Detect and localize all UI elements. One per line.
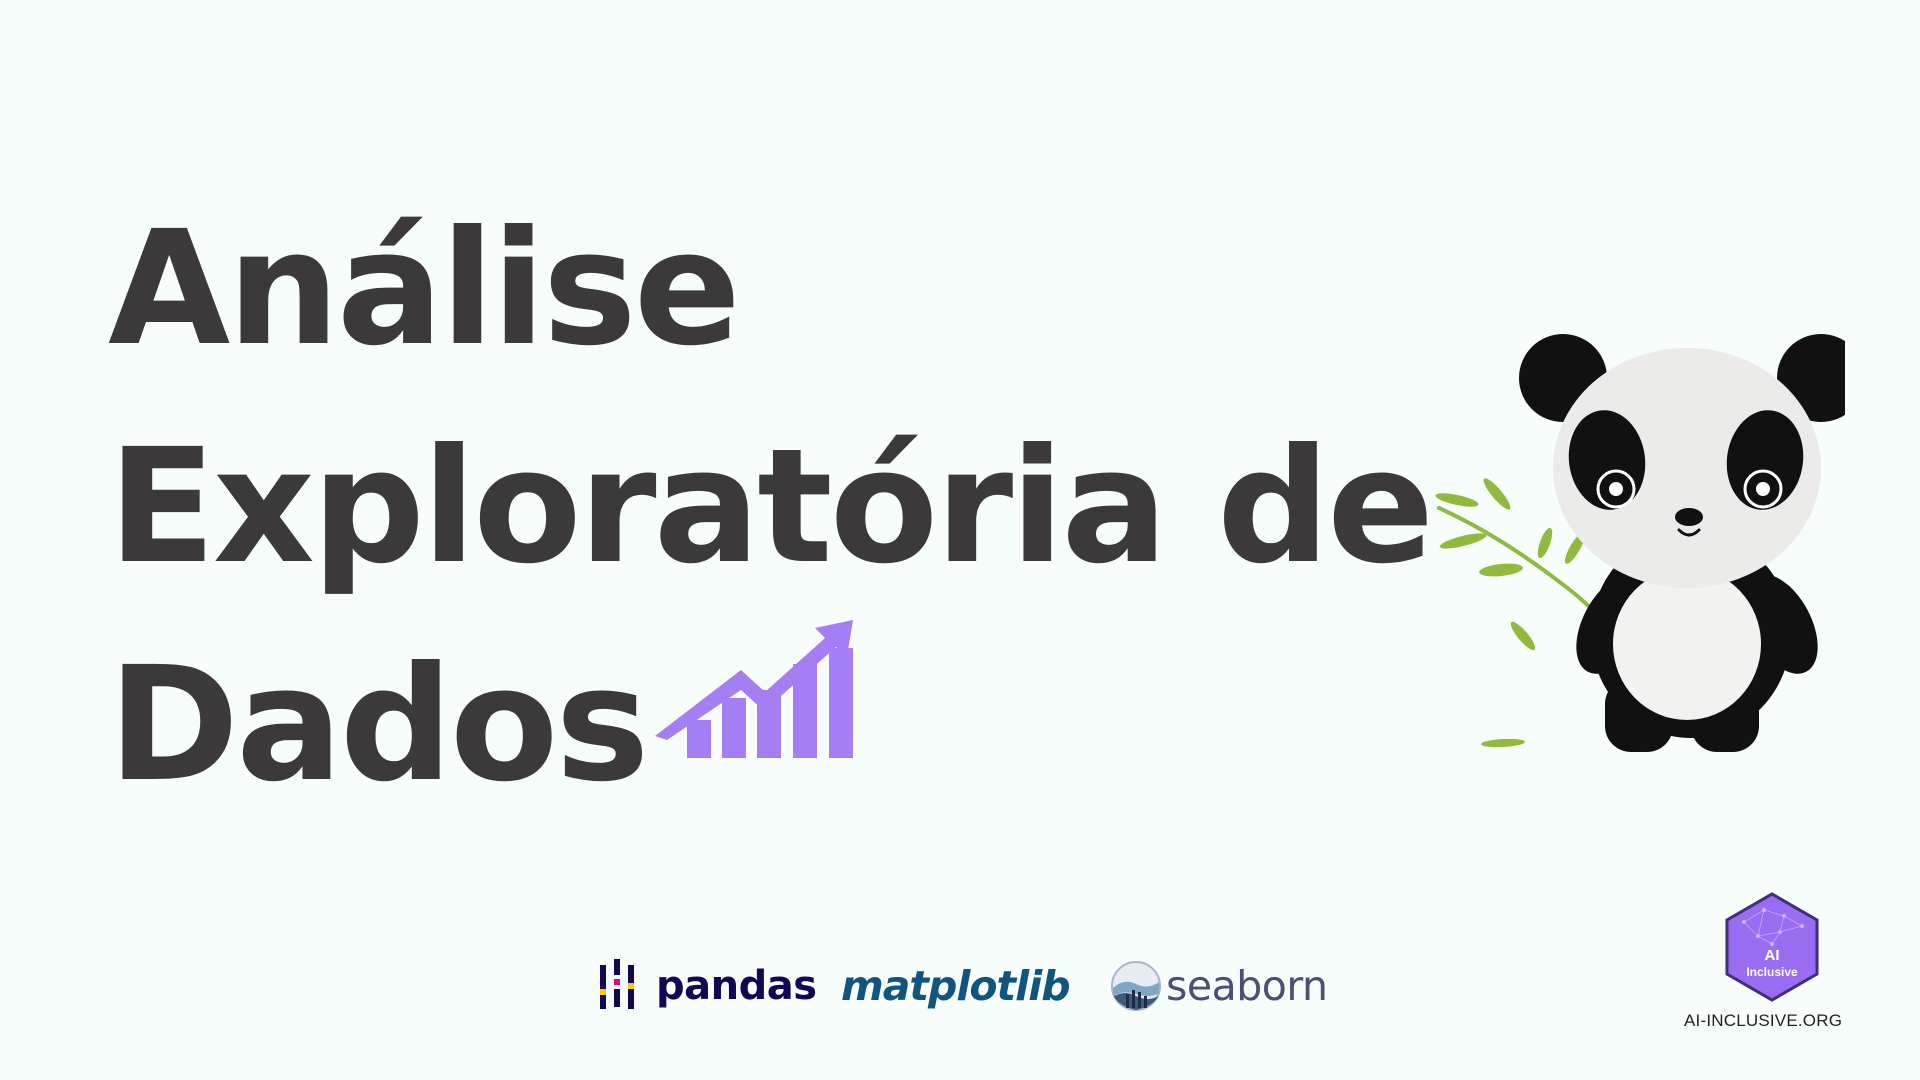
ai-inclusive-badge: AI Inclusive AI-INCLUSIVE.ORG <box>1684 892 1844 1032</box>
title-line-1: Análise <box>108 197 741 381</box>
panda-head <box>1519 334 1845 588</box>
title-line-2: Exploratória de <box>108 415 1434 599</box>
pandas-label: pandas <box>656 963 817 1009</box>
growth-chart-icon <box>655 620 853 758</box>
pandas-logo: pandas <box>598 955 817 1017</box>
library-logos: pandas matplotlib seaborn <box>598 955 1338 1017</box>
slide-title: Análise Exploratória de Dados <box>108 180 1434 834</box>
badge-ai-text: AI <box>1765 947 1780 964</box>
panda-illustration <box>1435 334 1845 752</box>
ai-inclusive-url: AI-INCLUSIVE.ORG <box>1684 1011 1843 1030</box>
matplotlib-logo: matplotlib <box>841 955 1071 1017</box>
ai-inclusive-hex-logo: AI Inclusive <box>1725 892 1819 1002</box>
seaborn-logo: seaborn <box>1110 955 1328 1017</box>
seaborn-mark-icon <box>1111 961 1161 1011</box>
seaborn-label: seaborn <box>1166 962 1328 1010</box>
pandas-mark-icon <box>600 959 634 1009</box>
panda-body <box>1576 530 1818 752</box>
badge-inclusive-text: Inclusive <box>1746 965 1798 979</box>
title-line-3: Dados <box>108 633 649 817</box>
matplotlib-label: matplotlib <box>841 962 1071 1010</box>
